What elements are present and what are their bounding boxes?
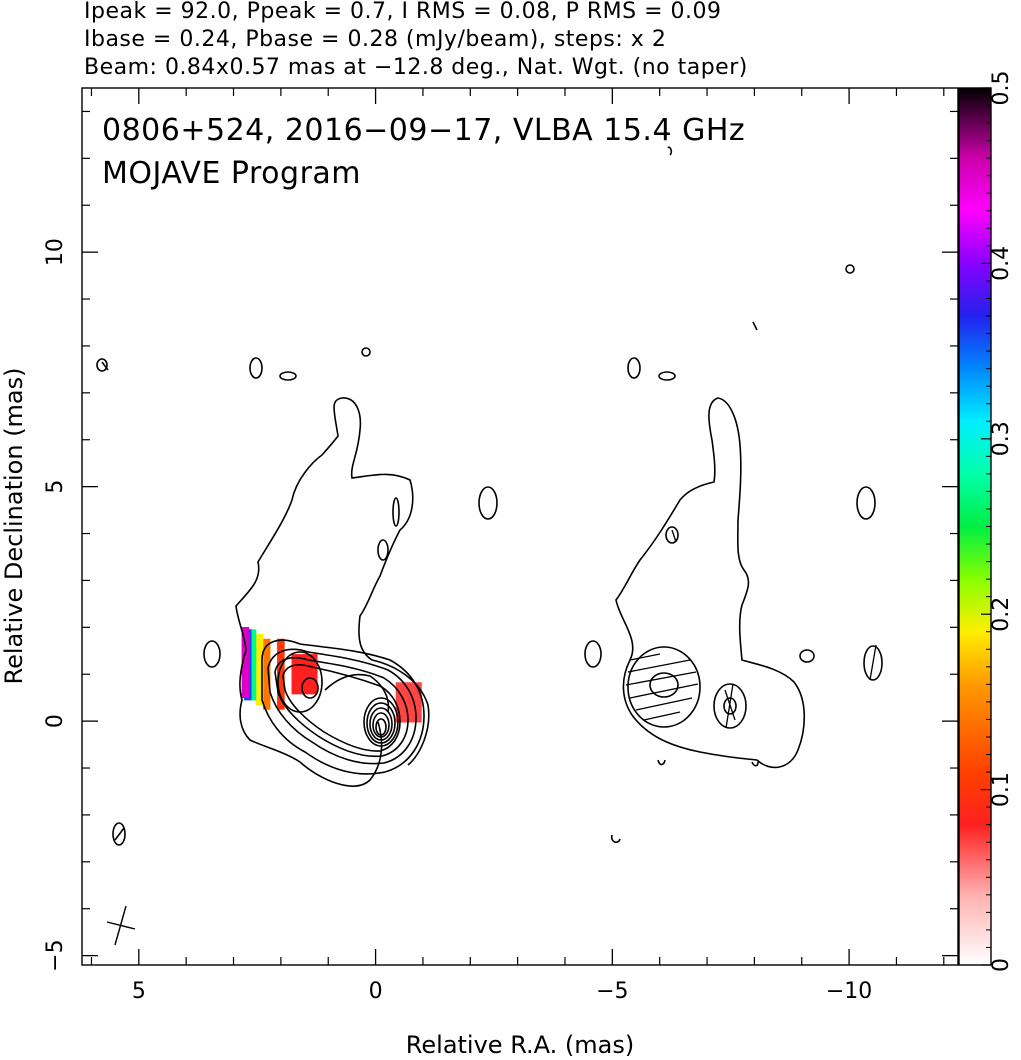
y-tick-label: 5: [43, 480, 68, 494]
isolated-contour: [279, 371, 297, 381]
x-tick-label: 0: [369, 979, 383, 1004]
beam-symbol: [106, 905, 136, 946]
intensity-contour-2: [267, 648, 417, 765]
y-tick-label: 0: [43, 714, 68, 728]
isolated-contour: [203, 640, 221, 668]
isolated-contour: [658, 371, 676, 381]
isolated-contour: [667, 146, 673, 156]
isolated-contour: [665, 526, 679, 544]
intensity-contour-3: [274, 656, 409, 758]
polarization-panel-contours: [584, 146, 883, 843]
colorbar-tick-label: 0.4: [989, 246, 1014, 281]
intensity-contours: [96, 347, 498, 846]
intensity-contour-1: [261, 639, 425, 775]
polarization-pixel-patch: [241, 626, 250, 699]
pol-peak-contour: [713, 683, 747, 729]
colorbar-tick-label: 0.2: [989, 597, 1014, 632]
header-line-2: Ibase = 0.24, Pbase = 0.28 (mJy/beam), s…: [84, 27, 666, 52]
intensity-contour-peak: [375, 718, 387, 736]
isolated-contour: [478, 486, 498, 520]
header-line-3: Beam: 0.84x0.57 mas at −12.8 deg., Nat. …: [84, 55, 748, 80]
colorbar-tick-label: 0: [989, 958, 1014, 972]
isolated-contour: [863, 645, 883, 681]
intensity-contour-outer: [235, 397, 430, 787]
polarization-pixel-patch: [248, 629, 257, 701]
polarization-pixel-patch: [262, 638, 271, 710]
isolated-contour: [856, 486, 876, 520]
intensity-contour-5: [363, 697, 399, 747]
plot-frame: [81, 87, 959, 966]
intensity-contour-8: [372, 712, 390, 738]
pol-peak-contour: [649, 672, 679, 698]
isolated-contour: [377, 539, 389, 561]
knot-contour-b: [301, 677, 319, 699]
ticks-layer: 5 0 −5 −10 −5 0 5 10: [43, 88, 958, 1004]
isolated-contour: [751, 761, 759, 767]
colorbar-tick-label: 0.5: [989, 71, 1014, 106]
isolated-contour: [96, 358, 108, 372]
polarization-pixel-patch: [277, 638, 285, 710]
isolated-contour: [392, 497, 400, 527]
source-title: 0806+524, 2016−09−17, VLBA 15.4 GHz: [102, 113, 745, 148]
polarization-pixel-patch: [255, 634, 264, 706]
header-line-1: Ipeak = 92.0, Ppeak = 0.7, I RMS = 0.08,…: [84, 0, 721, 24]
isolated-contour: [249, 357, 263, 379]
y-tick-label: 10: [43, 238, 68, 266]
y-axis-label: Relative Declination (mas): [0, 367, 28, 684]
isolated-contour: [845, 264, 855, 274]
intensity-contour-4: [282, 664, 401, 752]
program-label: MOJAVE Program: [102, 156, 361, 191]
knot-contour-a: [277, 651, 323, 713]
isolated-contour: [610, 834, 621, 843]
isolated-contour: [112, 822, 126, 846]
x-tick-label: 5: [132, 979, 146, 1004]
y-tick-label: −5: [43, 939, 68, 971]
isolated-contour: [361, 347, 371, 357]
intensity-contour-7: [369, 707, 393, 741]
isolated-contour: [101, 361, 109, 371]
isolated-contour: [657, 759, 666, 766]
isolated-contour: [627, 357, 641, 379]
x-tick-label: −5: [596, 979, 628, 1004]
isolated-contour: [799, 649, 815, 663]
evpa-ticks: [625, 529, 877, 729]
pol-peak-contour: [723, 697, 737, 715]
x-axis-label: Relative R.A. (mas): [406, 1031, 634, 1059]
colorbar-tick-label: 0.1: [989, 772, 1014, 807]
colorbar-tick-label: 0.3: [989, 421, 1014, 456]
pol-panel-outer-contour: [615, 397, 806, 769]
intensity-contour-extension: [324, 673, 390, 713]
isolated-contour: [114, 827, 125, 841]
intensity-contour-6: [366, 702, 396, 744]
isolated-contour: [584, 640, 602, 668]
pol-peak-contour: [627, 646, 701, 728]
x-tick-label: −10: [826, 979, 872, 1004]
isolated-contour: [752, 321, 758, 331]
colorbar: [958, 87, 992, 966]
colorbar-ticks: 0 0.1 0.2 0.3 0.4 0.5: [981, 71, 1014, 972]
